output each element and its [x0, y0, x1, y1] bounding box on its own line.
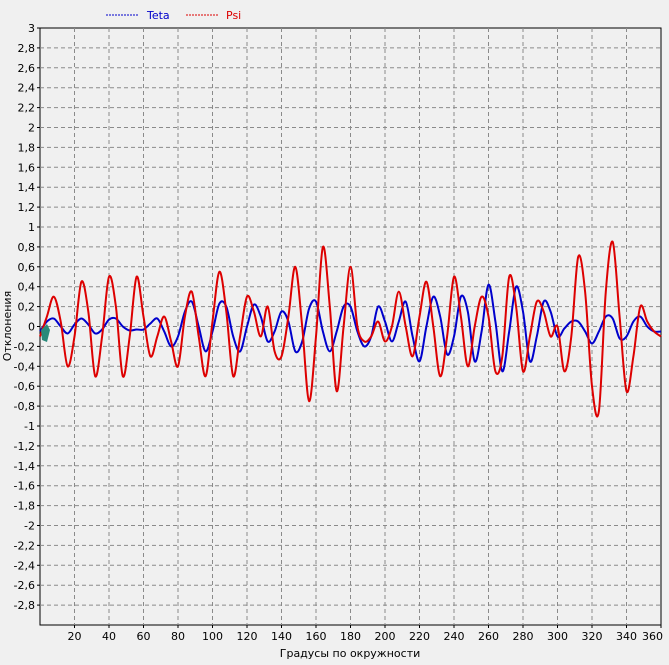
start-marker — [41, 324, 50, 342]
y-tick-label: 2,6 — [18, 62, 36, 75]
series-line-psi — [39, 240, 662, 418]
x-tick-label: 40 — [102, 630, 116, 643]
x-tick-label: 320 — [582, 630, 603, 643]
y-tick-label: 1,8 — [18, 141, 36, 154]
y-tick-label: 0,4 — [18, 281, 36, 294]
y-axis: 3 2,8 2,6 2,4 2,2 2 1,8 1,6 1,4 1,2 1 0,8 0,6 0,4 0,2 0… — [14, 22, 40, 612]
x-tick-label: 340 — [616, 630, 637, 643]
x-tick-label: 120 — [237, 630, 258, 643]
y-tick-label: 2 — [28, 122, 35, 135]
x-tick-label: 300 — [547, 630, 568, 643]
x-axis-title: Градусы по окружности — [280, 647, 421, 660]
y-tick-label: -1,2 — [14, 440, 35, 453]
y-tick-label: 3 — [28, 22, 35, 35]
x-tick-label: 240 — [444, 630, 465, 643]
y-tick-label: -2,2 — [14, 539, 35, 552]
x-tick-label: 160 — [306, 630, 327, 643]
y-tick-label: -2 — [24, 520, 35, 533]
y-tick-label: 1,2 — [18, 201, 36, 214]
y-tick-label: 2,4 — [18, 82, 36, 95]
legend: Teta Psi — [106, 9, 241, 22]
y-tick-label: 0,6 — [18, 261, 36, 274]
x-tick-label: 260 — [478, 630, 499, 643]
y-tick-label: -1 — [24, 420, 35, 433]
x-tick-label: 140 — [271, 630, 292, 643]
x-tick-label: 220 — [409, 630, 430, 643]
y-tick-label: 1,6 — [18, 161, 36, 174]
y-tick-label: -0,6 — [14, 380, 35, 393]
y-tick-label: 0,8 — [18, 241, 36, 254]
x-tick-label: 60 — [137, 630, 151, 643]
y-tick-label: 1,4 — [18, 181, 36, 194]
y-tick-label: 1 — [28, 221, 35, 234]
y-tick-label: 0 — [28, 321, 35, 334]
y-tick-label: -1,4 — [14, 460, 35, 473]
series-layer — [39, 240, 662, 418]
x-axis: 20 40 60 80 100 120 140 160 180 200 220 240 260 280 30… — [68, 625, 663, 643]
x-tick-label: 280 — [513, 630, 534, 643]
series-line-teta — [39, 283, 662, 373]
y-tick-label: -2,4 — [14, 559, 35, 572]
y-tick-label: -0,8 — [14, 400, 35, 413]
x-tick-label: 80 — [171, 630, 185, 643]
y-tick-label: 2,8 — [18, 42, 36, 55]
y-tick-label: -2,6 — [14, 579, 35, 592]
x-tick-label: 200 — [375, 630, 396, 643]
grid — [40, 28, 661, 625]
y-axis-title: Отклонения — [1, 291, 14, 361]
y-tick-label: -2,8 — [14, 599, 35, 612]
y-tick-label: -1,8 — [14, 500, 35, 513]
x-tick-label: 360 — [642, 630, 663, 643]
legend-label-psi: Psi — [226, 9, 241, 22]
x-tick-label: 20 — [68, 630, 82, 643]
legend-label-teta: Teta — [146, 9, 170, 22]
y-tick-label: -1,6 — [14, 480, 35, 493]
y-tick-label: 2,2 — [18, 102, 36, 115]
x-tick-label: 100 — [202, 630, 223, 643]
x-tick-label: 180 — [340, 630, 361, 643]
y-tick-label: -0,2 — [14, 340, 35, 353]
y-tick-label: -0,4 — [14, 360, 35, 373]
y-tick-label: 0,2 — [18, 301, 36, 314]
